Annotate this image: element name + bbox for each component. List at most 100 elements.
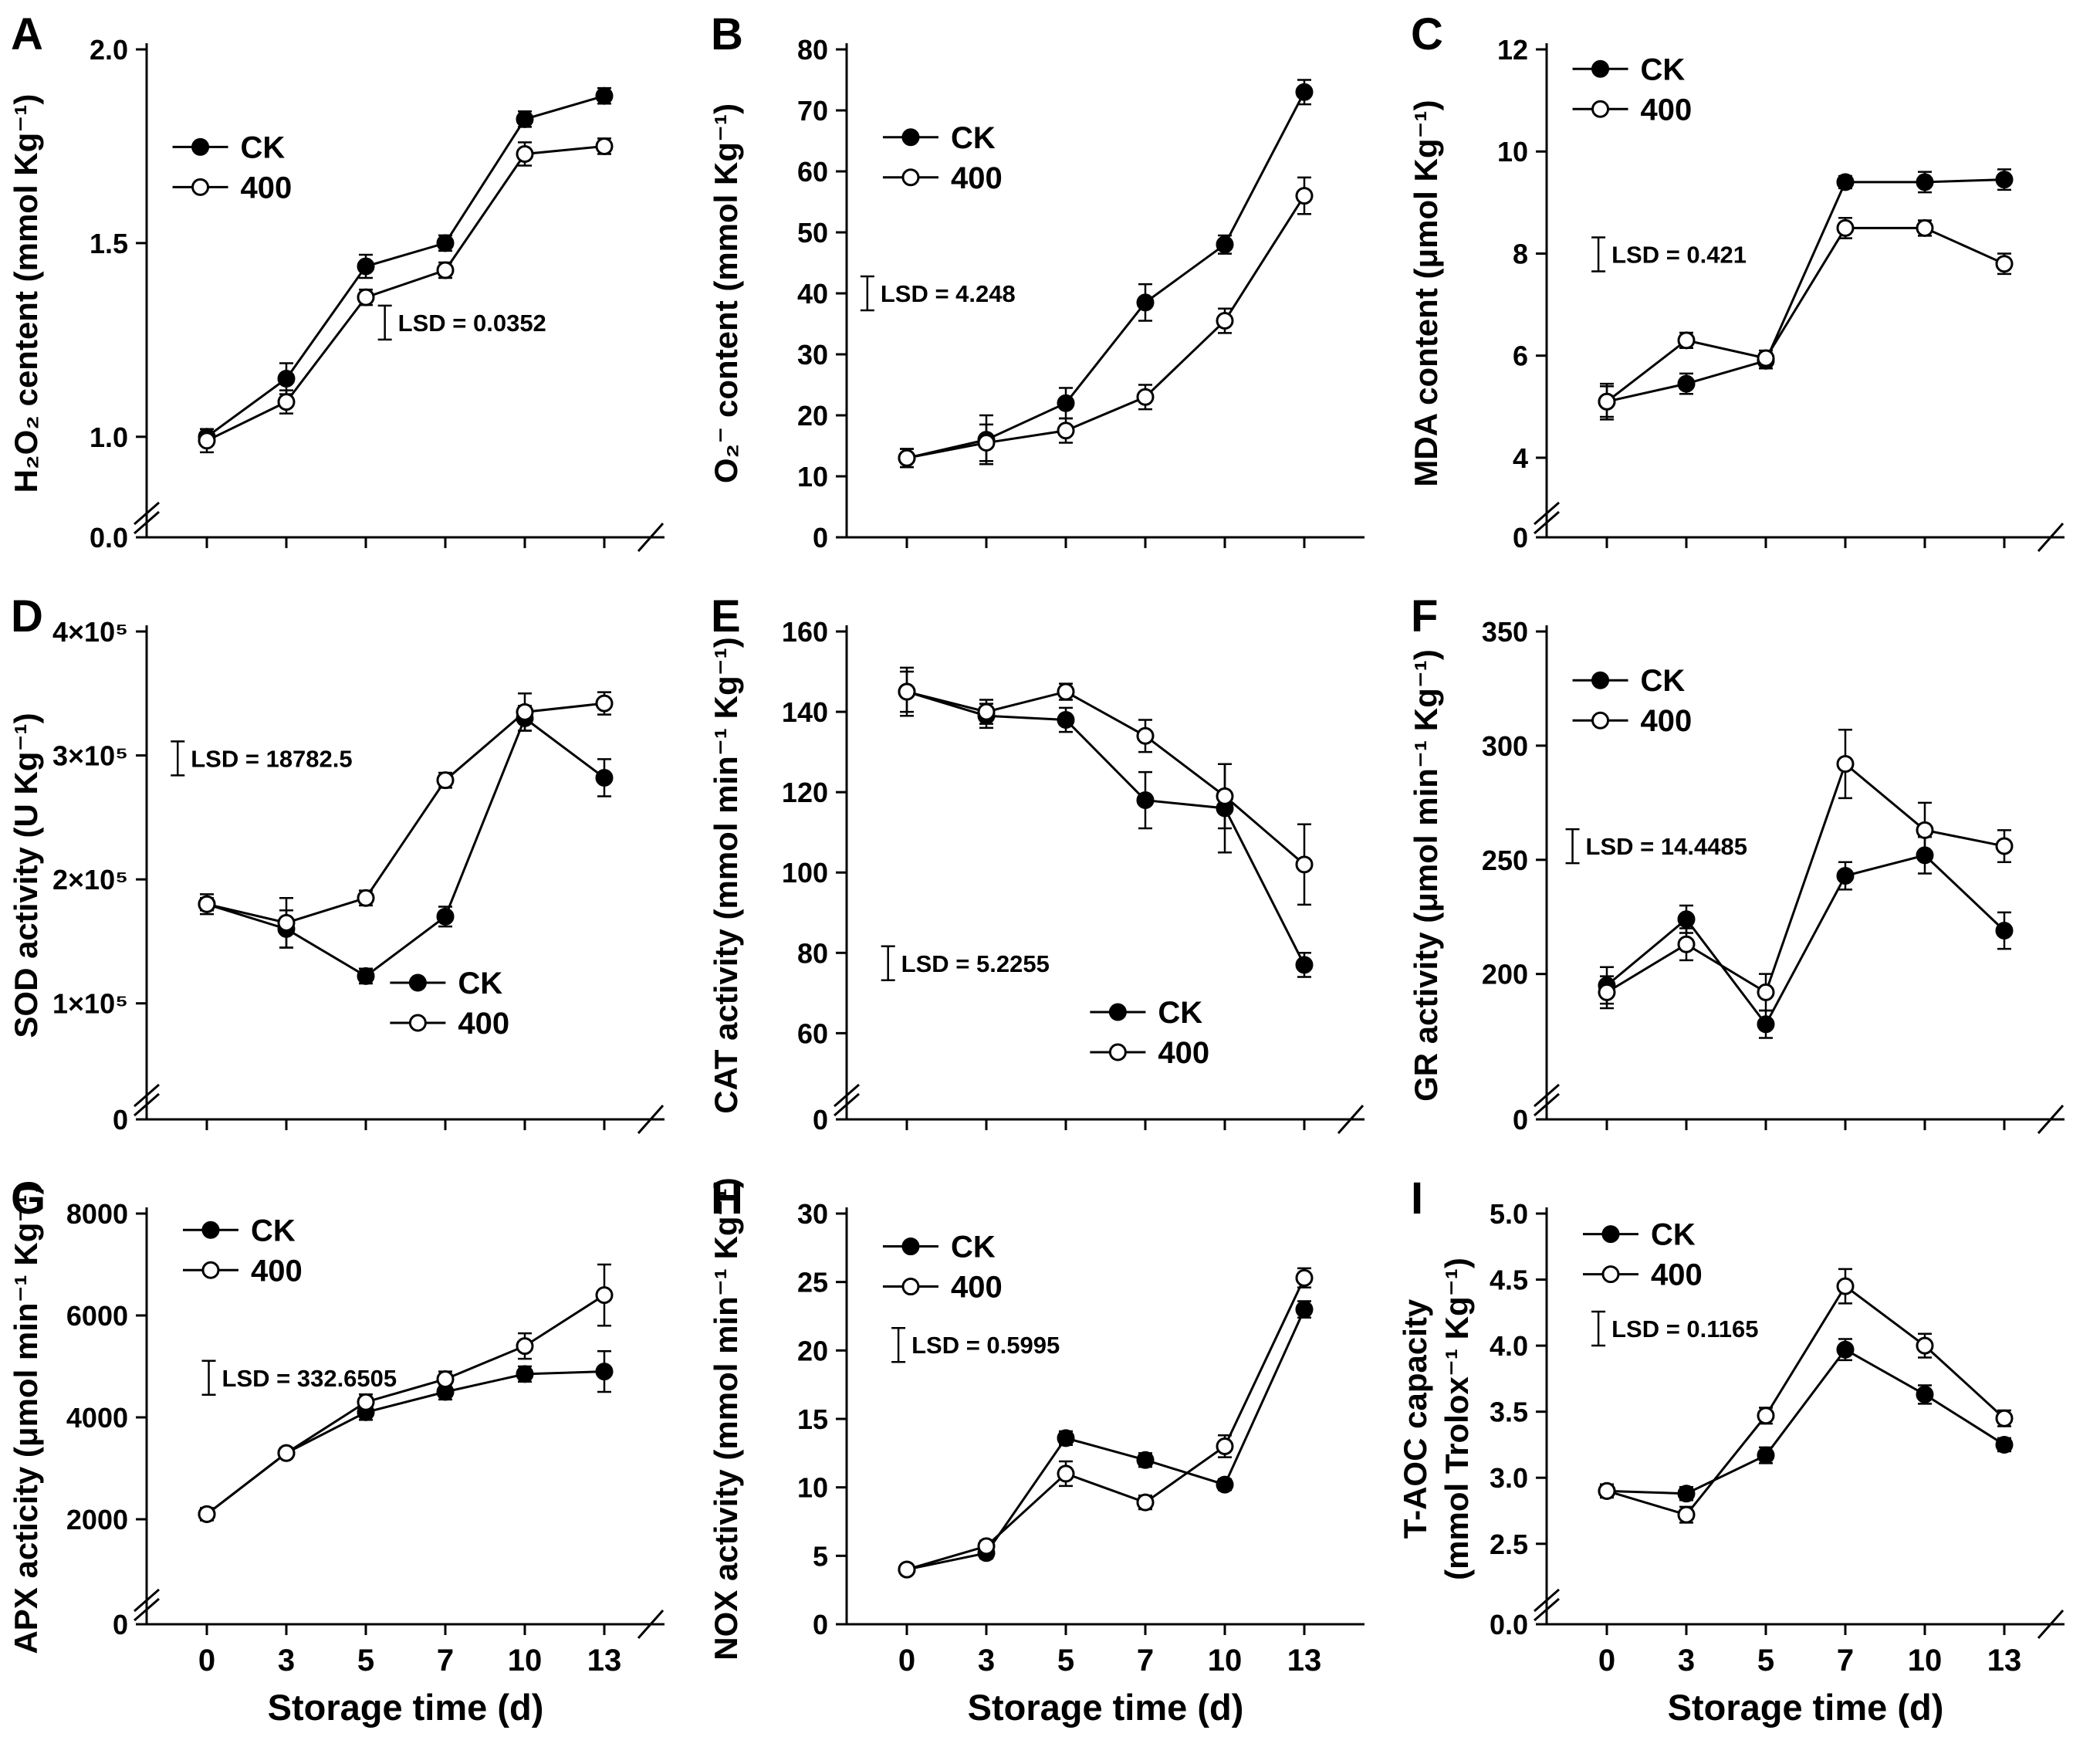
y-tick-label: 3.0 [1490, 1462, 1528, 1494]
x-axis-title: Storage time (d) [268, 1687, 544, 1728]
open-marker [1995, 837, 2014, 855]
legend-label: CK [1641, 664, 1686, 698]
series-line [1606, 226, 2005, 403]
y-tick-label: 10 [797, 461, 828, 493]
lsd-annotation [201, 1359, 216, 1397]
y-tick-label: 6 [1513, 340, 1528, 372]
lsd-label: LSD = 0.5995 [911, 1332, 1060, 1359]
series-400 [198, 691, 614, 949]
y-tick-label: 2.5 [1490, 1529, 1528, 1560]
legend-filled-marker [901, 128, 920, 147]
y-tick-label: 100 [782, 857, 828, 889]
filled-marker [357, 257, 375, 276]
series-400 [898, 1267, 1314, 1579]
y-axis-title: APX acticity (μmol min⁻¹ Kg⁻¹) [8, 1183, 44, 1654]
open-marker [1677, 331, 1696, 350]
y-tick-label: 25 [797, 1267, 828, 1298]
filled-marker [1995, 171, 2014, 189]
series-400 [898, 176, 1314, 469]
chart-E: 60 80 100 120 140 160 0 CAT activity (mmol min⁻… [708, 591, 1364, 1136]
y-tick-label: 300 [1482, 730, 1528, 762]
filled-marker [1757, 1446, 1775, 1464]
legend-label: 400 [1158, 1036, 1209, 1070]
series-line [906, 690, 1305, 865]
legend-open-marker [1591, 100, 1610, 118]
y-axis-break [1534, 1083, 1560, 1108]
y-tick-label: 1.0 [90, 422, 128, 453]
filled-marker [1057, 1429, 1075, 1447]
y-axis-title: T-AOC capacity [1400, 1298, 1433, 1539]
filled-marker [1836, 866, 1855, 885]
filled-marker [1836, 1340, 1855, 1359]
open-marker [1136, 388, 1155, 406]
y-tick-label: 10 [797, 1472, 828, 1504]
legend-open-marker [1108, 1043, 1127, 1061]
y-tick-label: 20 [797, 1335, 828, 1366]
lsd-annotation [891, 1326, 906, 1363]
y-tick-label: 250 [1482, 845, 1528, 876]
axes [1534, 1207, 2064, 1639]
legend-filled-marker [1108, 1003, 1127, 1021]
chart-A: 1.0 1.5 2.0 0.0 H₂O₂ centent (mmol Kg⁻¹) CK 40… [8, 9, 664, 554]
legend: CK 400 [1572, 52, 1692, 127]
open-marker [1598, 392, 1616, 411]
y-tick-label: 8000 [66, 1198, 128, 1230]
y-tick-label: 0 [813, 1609, 828, 1640]
open-marker [1295, 187, 1314, 205]
y-axis-break [1534, 1597, 1560, 1622]
open-marker [1995, 1409, 2014, 1427]
y-tick-label: 160 [782, 616, 828, 648]
legend: CK 400 [172, 130, 292, 205]
y-tick-label: 1×10⁵ [52, 988, 128, 1020]
legend-label: 400 [251, 1254, 303, 1288]
series-line [1606, 854, 2006, 1027]
legend-open-marker [408, 1014, 427, 1032]
open-marker [1757, 983, 1775, 1001]
filled-marker [516, 1365, 534, 1383]
x-tick-label: 13 [1987, 1644, 2022, 1678]
y-zero-label: 0 [113, 1609, 128, 1640]
open-marker [1295, 855, 1314, 874]
y-zero-label: 0 [1513, 522, 1528, 554]
y-tick-label: 6000 [66, 1300, 128, 1332]
x-axis-break [637, 1610, 664, 1639]
series-line [1606, 1284, 2006, 1516]
y-tick-label: 30 [797, 339, 828, 371]
y-tick-label: 4000 [66, 1402, 128, 1434]
y-axis-break [1534, 1588, 1560, 1613]
y-axis-break [134, 1597, 160, 1622]
y-axis-title: SOD activity (U Kg⁻¹) [8, 713, 44, 1038]
filled-marker [1216, 235, 1234, 254]
x-tick-label: 0 [198, 1644, 215, 1678]
chart-F: 200 250 300 350 0 GR activity (μmol min⁻¹ Kg⁻… [1408, 591, 2064, 1136]
y-tick-label: 20 [797, 400, 828, 432]
x-tick-label: 10 [1208, 1644, 1243, 1678]
y-zero-label: 0.0 [90, 522, 128, 554]
lsd-annotation [881, 945, 895, 982]
x-tick-label: 13 [587, 1644, 622, 1678]
filled-marker [1916, 173, 1934, 191]
panel-G: 2000 4000 6000 8000 0 0 3 5 7 10 13 Storage time (d… [0, 1164, 700, 1746]
legend-filled-marker [1591, 59, 1610, 78]
legend-label: 400 [951, 161, 1003, 195]
y-tick-label: 4.0 [1490, 1330, 1528, 1362]
series-line [1606, 178, 2005, 403]
y-tick-label: 120 [782, 777, 828, 808]
y-tick-label: 2.0 [90, 34, 128, 66]
series-CK [1598, 835, 2014, 1039]
series-400 [1598, 216, 2014, 418]
x-axis-break [2037, 1105, 2064, 1134]
series-line [206, 1294, 605, 1515]
open-marker [595, 137, 614, 155]
legend-open-marker [901, 1278, 920, 1296]
open-marker [1216, 1437, 1234, 1455]
y-tick-label: 1.5 [90, 228, 128, 259]
legend-label: CK [251, 1214, 296, 1248]
panel-letter: C [1411, 9, 1443, 59]
y-tick-label: 200 [1482, 959, 1528, 990]
y-axis-break [134, 510, 160, 535]
open-marker [277, 913, 296, 932]
legend-label: 400 [458, 1007, 509, 1041]
y-axis-title-line2: (mmol Trolox⁻¹ Kg⁻¹) [1439, 1258, 1475, 1580]
chart-G: 2000 4000 6000 8000 0 0 3 5 7 10 13 Storage time (d… [8, 1173, 664, 1728]
